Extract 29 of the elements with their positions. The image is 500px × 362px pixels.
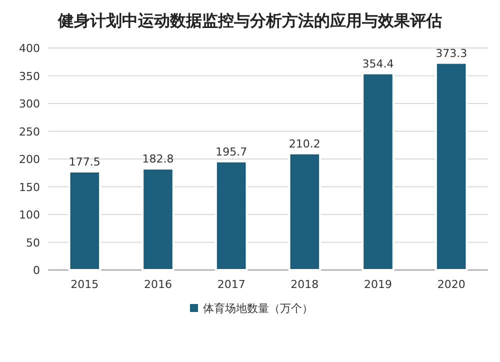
y-tick-label: 400 <box>19 42 40 55</box>
data-label: 354.4 <box>362 57 394 70</box>
bar <box>68 170 102 271</box>
y-tick-label: 0 <box>33 264 40 277</box>
y-tick-label: 200 <box>19 153 40 166</box>
y-tick-label: 100 <box>19 208 40 222</box>
bar <box>362 72 394 271</box>
data-label: 373.3 <box>436 46 468 60</box>
y-tick-label: 250 <box>19 125 40 138</box>
y-tick-label: 300 <box>19 98 40 110</box>
x-tick-label: 2019 <box>364 278 392 291</box>
data-label: 195.7 <box>216 145 248 158</box>
bar <box>434 62 468 271</box>
legend-label: 体育场地数量（万个） <box>203 302 313 315</box>
bar <box>214 160 248 271</box>
data-label: 182.8 <box>142 152 174 166</box>
x-tick-label: 2020 <box>437 278 466 291</box>
y-tick-label: 150 <box>19 180 40 194</box>
data-label: 177.5 <box>68 155 100 168</box>
y-tick-label: 350 <box>19 70 40 83</box>
y-tick-label: 50 <box>26 236 40 250</box>
bar <box>142 168 174 271</box>
x-tick-label: 2015 <box>70 278 99 291</box>
data-label: 210.2 <box>288 137 320 150</box>
x-tick-label: 2018 <box>290 278 319 291</box>
chart-title: 健身计划中运动数据监控与分析方法的应用与效果评估 <box>57 11 442 30</box>
x-tick-label: 2017 <box>217 278 246 291</box>
x-tick-label: 2016 <box>144 278 172 291</box>
bar <box>288 152 322 271</box>
